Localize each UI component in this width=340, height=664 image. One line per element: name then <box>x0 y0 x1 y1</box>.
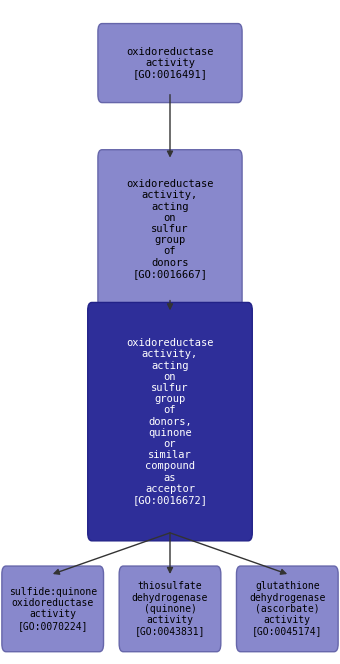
FancyBboxPatch shape <box>98 149 242 308</box>
Text: oxidoreductase
activity,
acting
on
sulfur
group
of
donors
[GO:0016667]: oxidoreductase activity, acting on sulfu… <box>126 179 214 279</box>
FancyBboxPatch shape <box>2 566 104 652</box>
Text: sulfide:quinone
oxidoreductase
activity
[GO:0070224]: sulfide:quinone oxidoreductase activity … <box>8 587 97 631</box>
Text: oxidoreductase
activity
[GO:0016491]: oxidoreductase activity [GO:0016491] <box>126 47 214 79</box>
FancyBboxPatch shape <box>88 303 252 540</box>
Text: thiosulfate
dehydrogenase
(quinone)
activity
[GO:0043831]: thiosulfate dehydrogenase (quinone) acti… <box>132 582 208 636</box>
FancyBboxPatch shape <box>119 566 221 652</box>
Text: glutathione
dehydrogenase
(ascorbate)
activity
[GO:0045174]: glutathione dehydrogenase (ascorbate) ac… <box>249 582 325 636</box>
FancyBboxPatch shape <box>98 23 242 102</box>
FancyBboxPatch shape <box>237 566 338 652</box>
Text: oxidoreductase
activity,
acting
on
sulfur
group
of
donors,
quinone
or
similar
co: oxidoreductase activity, acting on sulfu… <box>126 338 214 505</box>
